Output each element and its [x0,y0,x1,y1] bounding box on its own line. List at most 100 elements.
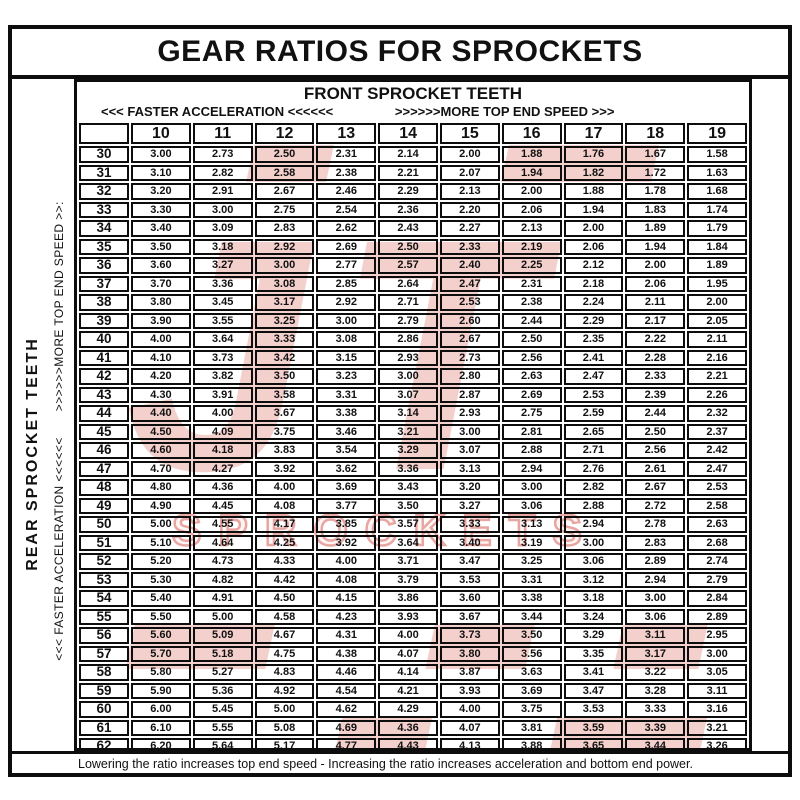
table-row: 57 5.70 5.18 4.75 4.38 4.07 3.80 3.56 3.35 3.17 3.… [79,645,747,662]
ratio-cell: 2.67 [625,479,686,496]
row-header: 33 [79,201,129,218]
ratio-cell: 4.91 [192,590,253,607]
ratio-cell: 3.79 [378,571,438,588]
row-header: 37 [79,275,129,292]
table-row: 53 5.30 4.82 4.42 4.08 3.79 3.53 3.31 3.12 2.94 2.… [79,571,747,588]
ratio-cell: 5.08 [254,719,315,736]
ratio-cell: 3.00 [687,645,747,662]
row-header: 55 [79,608,129,625]
ratio-cell: 3.39 [625,719,686,736]
ratio-cell: 3.50 [378,497,438,514]
ratio-cell: 3.00 [192,201,253,218]
ratio-cell: 5.55 [192,719,253,736]
row-header: 58 [79,664,129,681]
ratio-cell: 3.33 [254,331,315,348]
ratio-cell: 2.94 [563,516,624,533]
ratio-cell: 2.37 [687,423,747,440]
table-row: 61 6.10 5.55 5.08 4.69 4.36 4.07 3.81 3.59 3.39 3.… [79,719,747,736]
ratio-cell: 2.65 [563,423,624,440]
ratio-cell: 3.92 [316,534,377,551]
ratio-cell: 4.20 [131,368,191,385]
ratio-cell: 1.88 [563,183,624,200]
ratio-cell: 2.79 [378,312,438,329]
ratio-cell: 2.33 [439,238,500,255]
row-header: 39 [79,312,129,329]
ratio-cell: 5.80 [131,664,191,681]
ratio-cell: 4.69 [316,719,377,736]
ratio-cell: 3.75 [254,423,315,440]
ratio-cell: 4.30 [131,386,191,403]
ratio-cell: 2.50 [501,331,562,348]
ratio-cell: 2.95 [687,627,747,644]
ratio-cell: 4.43 [378,738,438,748]
ratio-cell: 4.00 [192,405,253,422]
ratio-cell: 3.73 [192,349,253,366]
ratio-cell: 2.71 [378,294,438,311]
ratio-cell: 2.35 [563,331,624,348]
ratio-cell: 4.62 [316,701,377,718]
ratio-cell: 2.80 [439,368,500,385]
ratio-cell: 6.00 [131,701,191,718]
ratio-cell: 3.93 [439,682,500,699]
ratio-cell: 2.74 [687,553,747,570]
ratio-cell: 2.64 [378,275,438,292]
ratio-cell: 3.71 [378,553,438,570]
ratio-cell: 2.05 [687,312,747,329]
column-header: 10 [131,123,191,144]
table-row: 34 3.40 3.09 2.83 2.62 2.43 2.27 2.13 2.00 1.89 1.… [79,220,747,237]
ratio-cell: 5.50 [131,608,191,625]
ratio-cell: 4.82 [192,571,253,588]
ratio-cell: 2.38 [316,164,377,181]
row-header: 44 [79,405,129,422]
ratio-cell: 4.08 [254,497,315,514]
ratio-cell: 2.53 [439,294,500,311]
ratio-cell: 3.85 [316,516,377,533]
row-header: 51 [79,534,129,551]
ratio-cell: 2.72 [625,497,686,514]
ratio-cell: 2.83 [625,534,686,551]
ratio-cell: 3.47 [563,682,624,699]
ratio-cell: 2.69 [316,238,377,255]
row-header: 36 [79,257,129,274]
ratio-cell: 3.88 [501,738,562,748]
ratio-cell: 3.43 [378,479,438,496]
ratio-cell: 2.94 [501,460,562,477]
table-row: 38 3.80 3.45 3.17 2.92 2.71 2.53 2.38 2.24 2.11 2.… [79,294,747,311]
ratio-cell: 3.36 [378,460,438,477]
ratio-cell: 3.00 [439,423,500,440]
ratio-cell: 1.94 [625,238,686,255]
ratio-cell: 2.44 [501,312,562,329]
acceleration-label: <<< FASTER ACCELERATION <<<<<< [101,104,334,119]
ratio-cell: 2.00 [563,220,624,237]
ratio-cell: 3.36 [192,275,253,292]
row-header: 54 [79,590,129,607]
table-row: 56 5.60 5.09 4.67 4.31 4.00 3.73 3.50 3.29 3.11 2.… [79,627,747,644]
ratio-cell: 3.08 [316,331,377,348]
ratio-cell: 2.76 [563,460,624,477]
ratio-cell: 2.19 [501,238,562,255]
ratio-cell: 4.14 [378,664,438,681]
ratio-cell: 3.25 [501,553,562,570]
content-area: REAR SPROCKET TEETH <<< FASTER ACCELERAT… [12,79,788,751]
ratio-cell: 3.92 [254,460,315,477]
ratio-cell: 2.93 [439,405,500,422]
ratio-cell: 5.30 [131,571,191,588]
ratio-cell: 2.21 [378,164,438,181]
ratio-cell: 3.93 [378,608,438,625]
ratio-cell: 4.23 [316,608,377,625]
ratio-cell: 3.00 [501,479,562,496]
ratio-cell: 2.12 [563,257,624,274]
ratio-cell: 3.70 [131,275,191,292]
row-header: 41 [79,349,129,366]
ratio-cell: 4.31 [316,627,377,644]
ratio-cell: 4.64 [192,534,253,551]
table-row: 43 4.30 3.91 3.58 3.31 3.07 2.87 2.69 2.53 2.39 2.… [79,386,747,403]
ratio-cell: 4.00 [378,627,438,644]
ratio-cell: 3.35 [563,645,624,662]
table-row: 55 5.50 5.00 4.58 4.23 3.93 3.67 3.44 3.24 3.06 2.… [79,608,747,625]
ratio-cell: 1.68 [687,183,747,200]
table-row: 47 4.70 4.27 3.92 3.62 3.36 3.13 2.94 2.76 2.61 2.… [79,460,747,477]
ratio-cell: 3.69 [501,682,562,699]
row-header: 48 [79,479,129,496]
ratio-cell: 4.70 [131,460,191,477]
